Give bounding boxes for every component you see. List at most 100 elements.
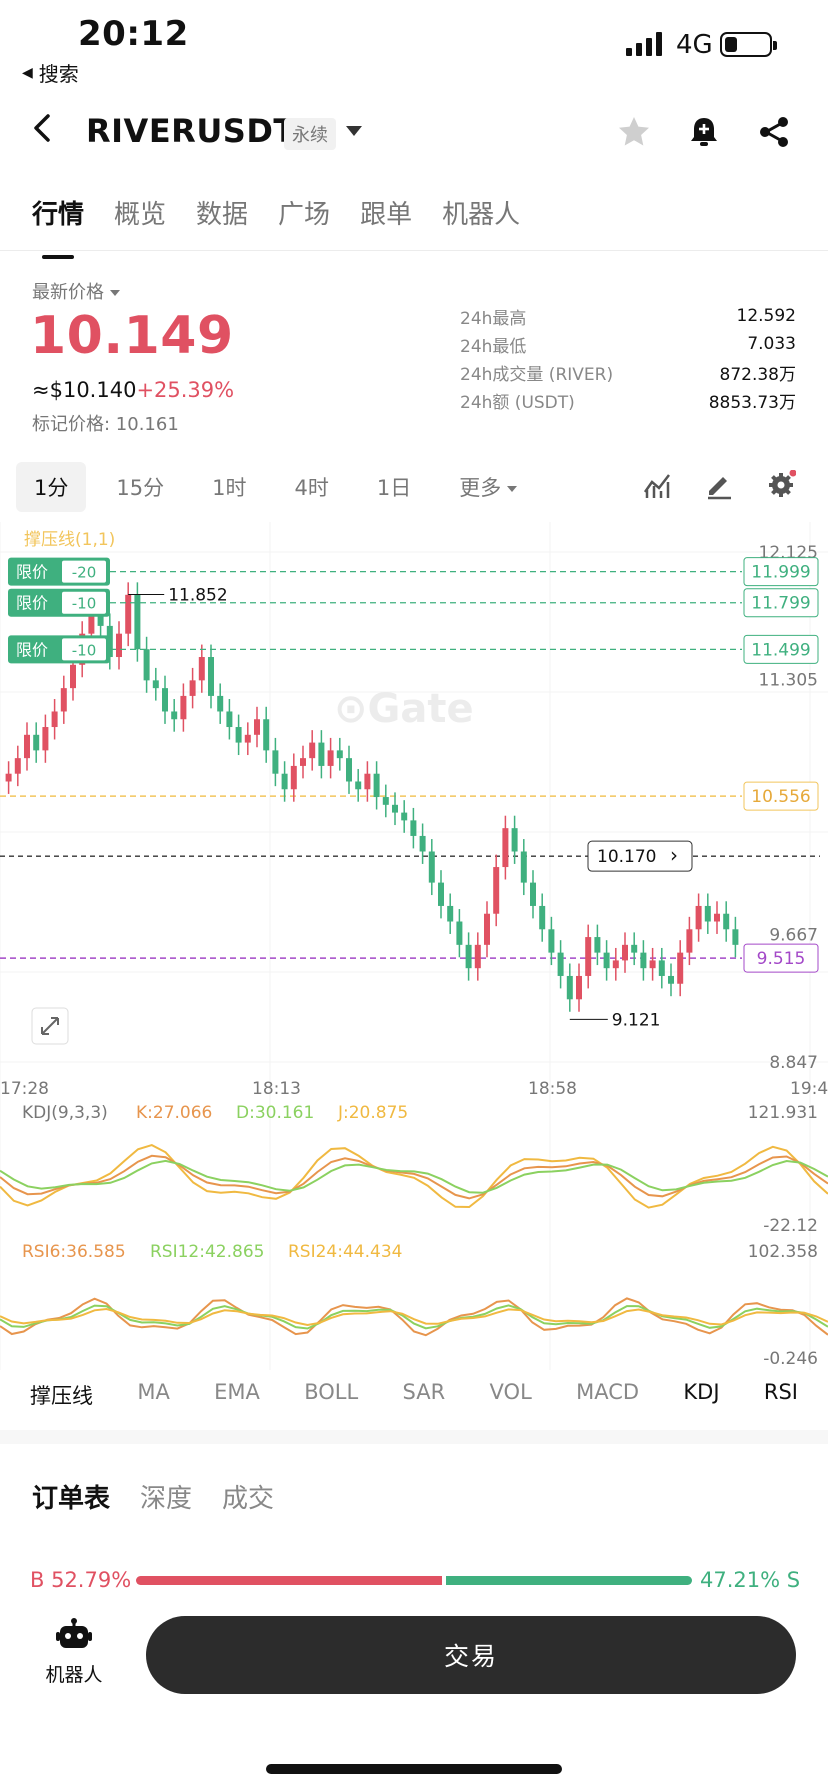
robot-icon xyxy=(56,1618,92,1648)
settings-gear-icon[interactable] xyxy=(766,470,796,500)
candle-body xyxy=(668,975,674,984)
kdj-d-value: D:30.161 xyxy=(236,1103,314,1123)
stat-value: 872.38万 xyxy=(719,364,796,385)
x-tick-label: 18:13 xyxy=(252,1079,301,1099)
current-price-label: 10.170 xyxy=(597,847,656,867)
limit-order-type: 限价 xyxy=(16,640,48,659)
main-tabs: 行情 概览 数据 广场 跟单 机器人 xyxy=(32,194,521,259)
network-label: 4G xyxy=(676,30,713,60)
ob-tab-depth[interactable]: 深度 xyxy=(140,1484,193,1514)
candle-body xyxy=(198,657,205,681)
candle-body xyxy=(603,952,610,969)
price-lines: 10.556 9.515 10.170 › xyxy=(0,781,820,973)
x-tick-label: 17:28 xyxy=(0,1079,49,1099)
ind-tab-macd[interactable]: MACD xyxy=(576,1380,640,1404)
limit-order-price-box xyxy=(743,634,819,664)
pair-dropdown-icon[interactable] xyxy=(346,126,362,136)
candle-body xyxy=(502,828,509,868)
usd-value: ≈$10.140 xyxy=(32,378,137,402)
candle-body xyxy=(364,773,371,790)
candle-body xyxy=(465,944,472,969)
interval-4h[interactable]: 4时 xyxy=(294,476,329,500)
candle-body xyxy=(14,758,21,774)
ind-tab-vol[interactable]: VOL xyxy=(489,1380,532,1404)
interval-1d[interactable]: 1日 xyxy=(376,476,412,500)
limit-order-qty-box xyxy=(62,638,106,661)
limit-orders: 限价 -20 11.999 限价 -10 11.799 限价 -10 11.499 xyxy=(8,557,819,664)
ind-tab-ema[interactable]: EMA xyxy=(214,1380,260,1404)
indicator-chart-icon[interactable] xyxy=(642,470,672,500)
candle-body xyxy=(254,719,260,735)
ob-tab-trades[interactable]: 成交 xyxy=(222,1484,275,1514)
limit-order-price-box xyxy=(743,557,819,587)
price-alert-bell-icon[interactable] xyxy=(686,114,722,150)
battery-icon xyxy=(720,32,777,57)
tab-bot[interactable]: 机器人 xyxy=(442,200,521,230)
bot-button[interactable]: 机器人 xyxy=(40,1618,108,1687)
sr-label: 撑压线(1,1) xyxy=(24,530,115,550)
limit-order-qty: -20 xyxy=(72,564,97,582)
candle-body xyxy=(548,929,555,953)
buy-ratio-bar xyxy=(136,1576,442,1585)
pair-title[interactable]: RIVERUSDT xyxy=(86,112,296,150)
back-to-search-label: 搜索 xyxy=(38,62,79,86)
ind-tab-ma[interactable]: MA xyxy=(137,1380,170,1404)
stat-low: 24h最低 7.033 xyxy=(460,330,796,358)
rsi24-line xyxy=(0,1307,828,1327)
candle-body xyxy=(272,750,279,774)
tab-overview[interactable]: 概览 xyxy=(114,200,167,230)
star-icon[interactable] xyxy=(616,114,652,150)
ob-tab-orders[interactable]: 订单表 xyxy=(32,1484,111,1514)
back-to-search[interactable]: ◀ 搜索 xyxy=(22,58,79,87)
back-arrow-icon[interactable] xyxy=(28,114,56,142)
support-box xyxy=(743,781,819,811)
watermark-logo-icon: ⊙Gate xyxy=(334,686,474,732)
trade-button[interactable]: 交易 xyxy=(146,1616,796,1694)
buy-ratio: B 52.79% xyxy=(30,1568,132,1592)
limit-order-qty: -10 xyxy=(72,595,97,613)
candle-body xyxy=(51,711,58,728)
candle-body xyxy=(658,960,665,976)
candle-body xyxy=(520,851,527,883)
ind-tab-kdj[interactable]: KDJ xyxy=(683,1380,720,1404)
tab-data[interactable]: 数据 xyxy=(196,200,249,230)
candle-body xyxy=(355,781,362,790)
extreme-markers: 11.852 9.121 xyxy=(128,585,660,1030)
interval-1m[interactable]: 1分 xyxy=(16,462,87,512)
limit-order-price: 11.499 xyxy=(751,640,810,660)
interval-1h[interactable]: 1时 xyxy=(212,476,247,500)
interval-15m[interactable]: 15分 xyxy=(116,476,165,500)
candle-body xyxy=(594,937,601,953)
ind-tab-rsi[interactable]: RSI xyxy=(763,1380,798,1404)
stat-label: 24h成交量 (RIVER) xyxy=(460,364,614,385)
candle-body xyxy=(290,765,297,790)
limit-order-price-box xyxy=(743,588,819,618)
ind-tab-sar[interactable]: SAR xyxy=(402,1380,446,1404)
share-icon[interactable] xyxy=(756,114,792,150)
ind-tab-sr[interactable]: 撑压线 xyxy=(30,1384,93,1408)
chevron-right-icon: › xyxy=(670,843,678,867)
tab-divider xyxy=(0,250,828,251)
candle-body xyxy=(5,773,12,782)
stat-turnover: 24h额 (USDT) 8853.73万 xyxy=(460,386,796,414)
candle-body xyxy=(42,727,49,751)
latest-price-label[interactable]: 最新价格 xyxy=(32,278,120,304)
candle-body xyxy=(300,758,306,766)
tab-square[interactable]: 广场 xyxy=(278,200,331,230)
candle-body xyxy=(70,664,76,689)
tab-market[interactable]: 行情 xyxy=(32,194,84,259)
candle-body xyxy=(336,750,343,759)
candle-body xyxy=(171,711,178,720)
candle-body xyxy=(318,742,325,766)
candle-body xyxy=(244,734,251,743)
current-price-box xyxy=(587,840,693,872)
stat-volume: 24h成交量 (RIVER) 872.38万 xyxy=(460,358,796,386)
draw-pen-icon[interactable] xyxy=(704,470,734,500)
candle-body xyxy=(493,867,500,914)
candle-body xyxy=(263,719,270,751)
candle-body xyxy=(226,711,233,728)
tab-copy-trading[interactable]: 跟单 xyxy=(360,200,413,230)
interval-more[interactable]: 更多 xyxy=(441,462,535,512)
ind-tab-boll[interactable]: BOLL xyxy=(304,1380,359,1404)
